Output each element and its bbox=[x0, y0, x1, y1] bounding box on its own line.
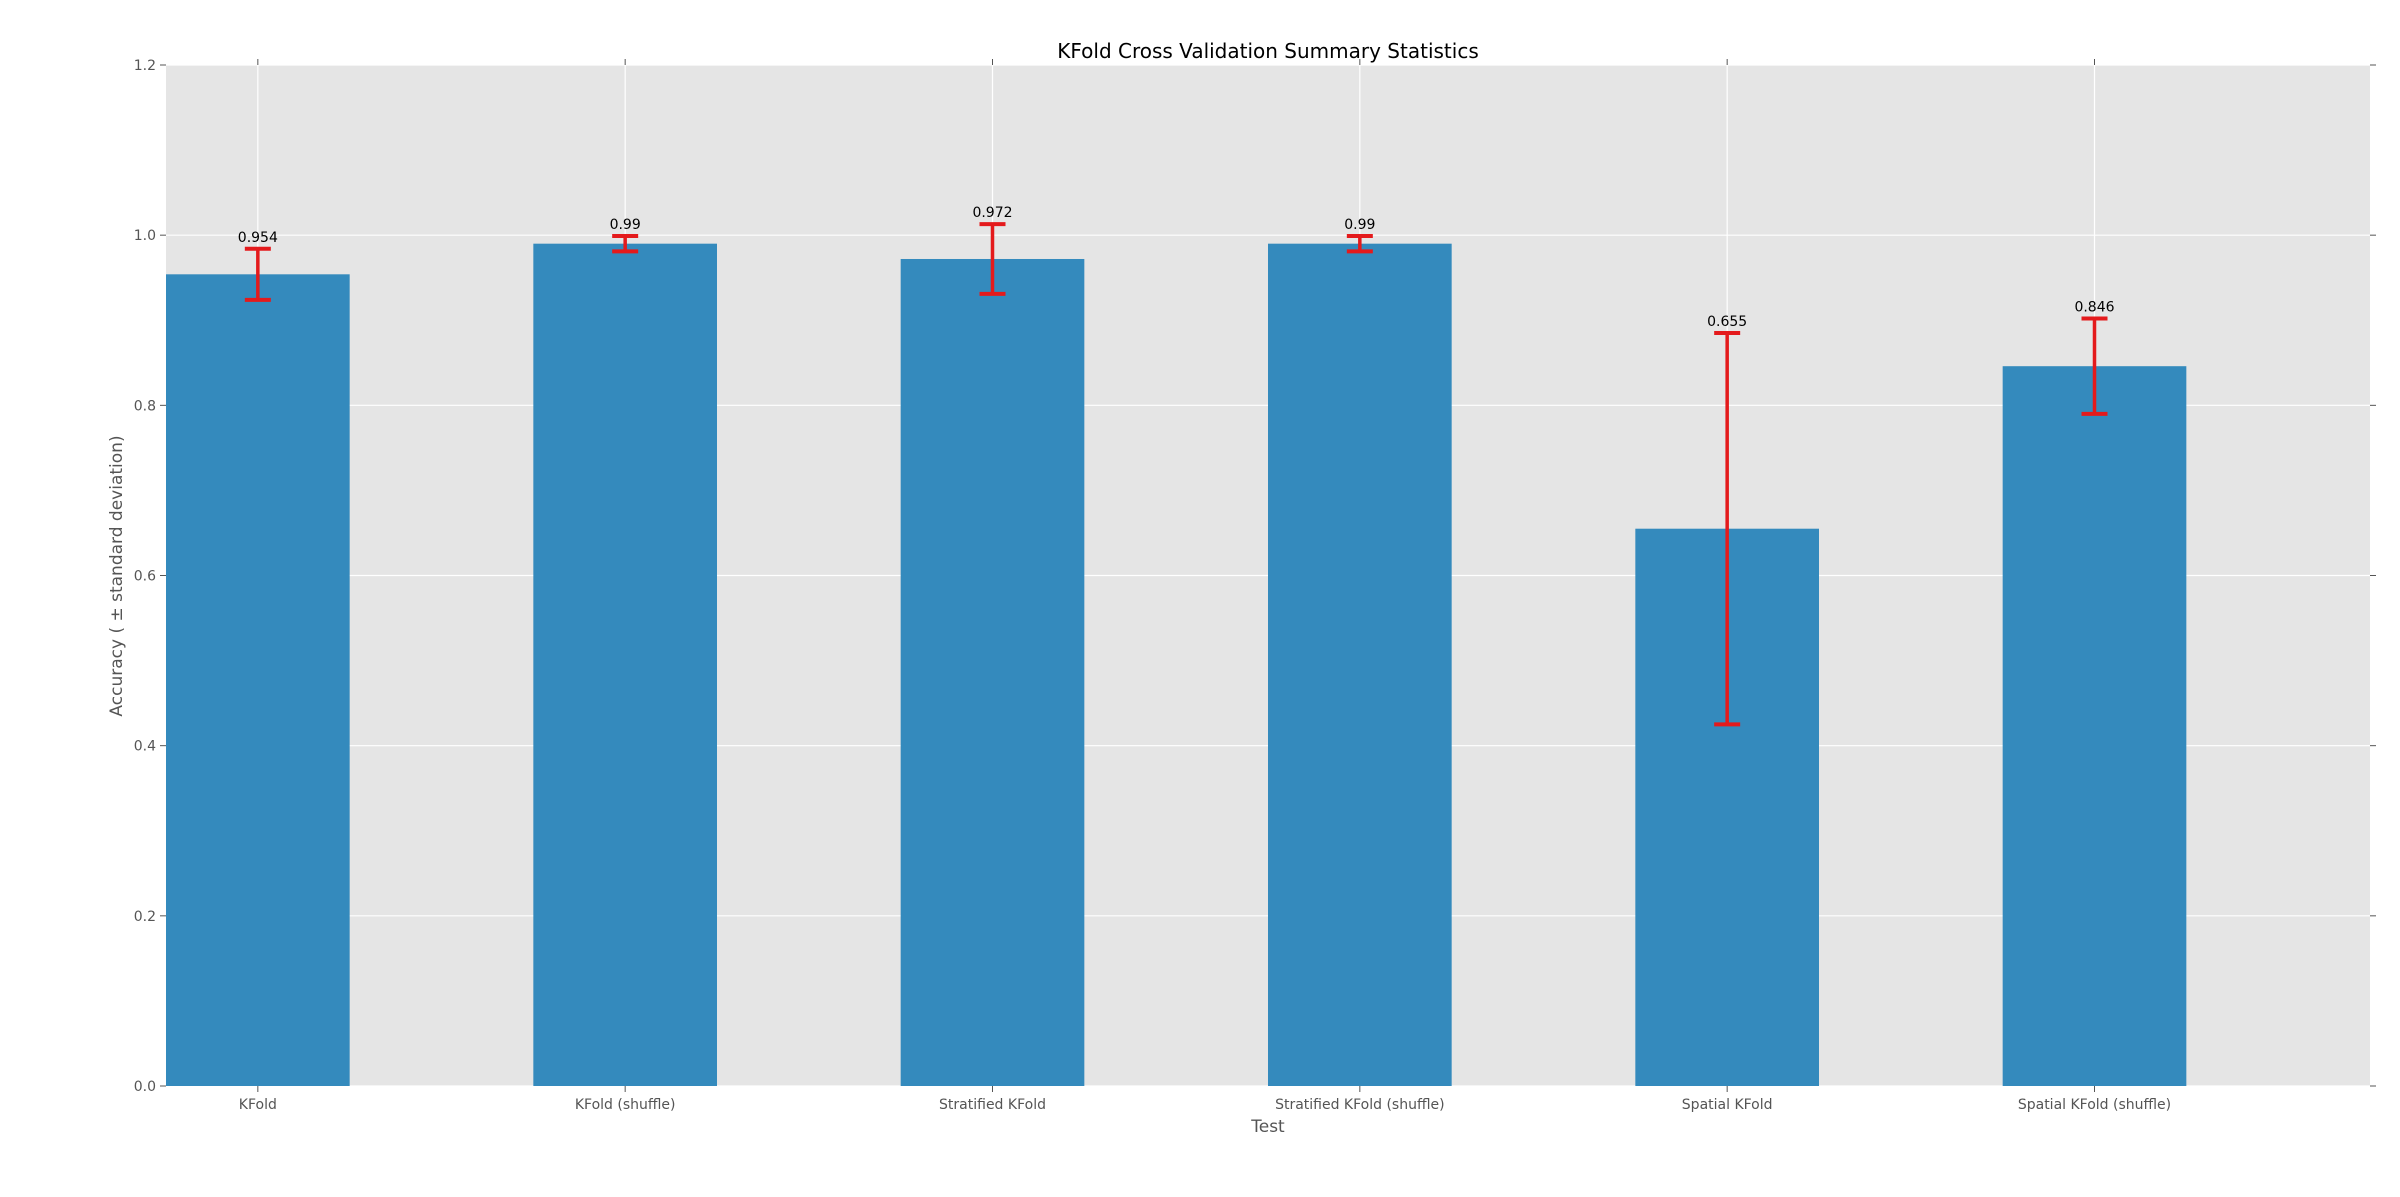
value-label: 0.846 bbox=[2074, 300, 2114, 316]
bar bbox=[900, 258, 1085, 1086]
y-tick-label: 1.0 bbox=[134, 228, 156, 244]
value-label: 0.954 bbox=[238, 230, 278, 246]
x-tick-label: Spatial KFold bbox=[1682, 1097, 1773, 1113]
x-tick-label: Stratified KFold bbox=[939, 1097, 1046, 1113]
y-tick-label: 1.2 bbox=[134, 58, 156, 74]
y-tick-label: 0.2 bbox=[134, 909, 156, 925]
value-label: 0.99 bbox=[610, 217, 641, 233]
bars bbox=[166, 243, 2187, 1087]
x-tick-label: Spatial KFold (shuffle) bbox=[2018, 1097, 2171, 1113]
bar bbox=[166, 274, 350, 1086]
y-tick-label: 0.6 bbox=[134, 569, 156, 585]
bar bbox=[1268, 243, 1452, 1087]
x-tick-label: KFold (shuffle) bbox=[575, 1097, 676, 1113]
bar bbox=[533, 243, 717, 1087]
x-tick-label: KFold bbox=[239, 1097, 277, 1113]
y-tick-label: 0.8 bbox=[134, 398, 156, 414]
y-axis-label: Accuracy ( ± standard deviation) bbox=[107, 435, 127, 716]
x-tick-label: Stratified KFold (shuffle) bbox=[1275, 1097, 1445, 1113]
error-bars bbox=[244, 222, 2108, 727]
ticks: 0.0 0.2 0.4 0.6 0.8 1.0 1.2 KFold KFold (shuffle… bbox=[134, 58, 2376, 1113]
value-label: 0.655 bbox=[1707, 314, 1747, 330]
value-label: 0.972 bbox=[972, 205, 1012, 221]
chart-title: KFold Cross Validation Summary Statistic… bbox=[1057, 39, 1478, 63]
value-labels: 0.954 0.99 0.972 0.99 0.655 0.846 bbox=[238, 205, 2115, 330]
bar bbox=[2002, 366, 2187, 1086]
y-tick-label: 0.0 bbox=[134, 1079, 156, 1095]
value-label: 0.99 bbox=[1344, 217, 1375, 233]
y-tick-label: 0.4 bbox=[134, 739, 156, 755]
x-axis-label: Test bbox=[1250, 1117, 1285, 1137]
